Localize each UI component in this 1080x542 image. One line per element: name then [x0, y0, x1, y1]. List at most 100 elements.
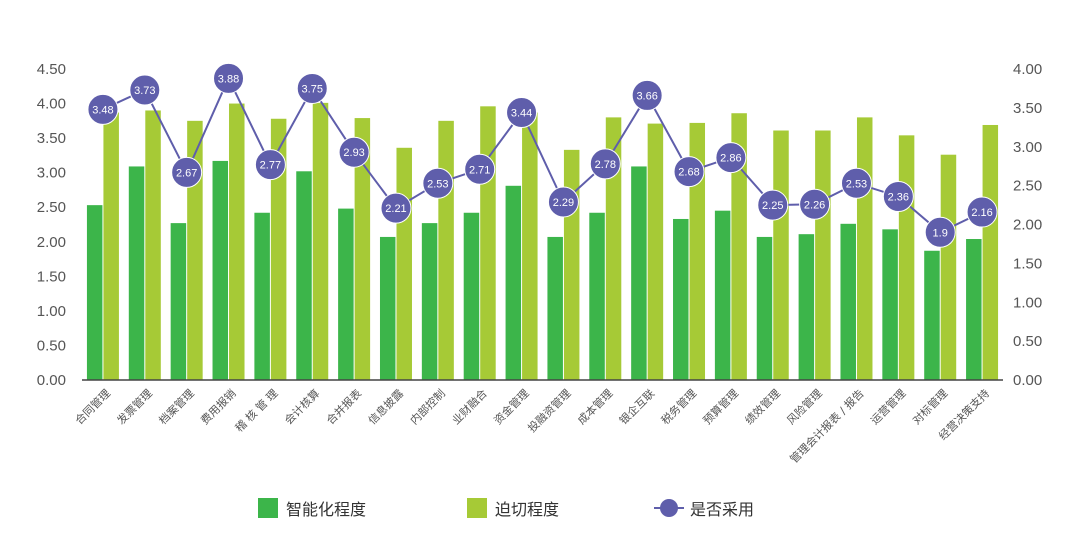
point-adoption: [422, 167, 454, 199]
data-label-adoption: 3.66: [636, 90, 657, 102]
point-adoption: [840, 167, 872, 199]
data-label-adoption: 2.36: [888, 192, 909, 204]
line-adoption: [102, 75, 983, 234]
point-adoption: [924, 216, 956, 248]
bar-urgency: [982, 124, 999, 380]
bar-urgency: [103, 112, 119, 380]
x-tick-label: 银企互联: [616, 386, 657, 427]
legend-item-intelligence: 智能化程度: [258, 496, 366, 520]
y-left-tick-label: 2.50: [37, 199, 66, 216]
point-adoption: [338, 136, 370, 168]
bar-urgency: [605, 117, 622, 380]
y-right-tick-label: 4.00: [1013, 61, 1042, 78]
point-adoption: [296, 72, 328, 104]
legend-line-adoption: [654, 498, 684, 518]
bar-intelligence: [170, 223, 187, 380]
data-label-adoption: 3.44: [511, 108, 532, 120]
legend-label-adoption: 是否采用: [690, 500, 755, 519]
y-right-tick-label: 0.00: [1013, 372, 1042, 389]
bar-intelligence: [463, 212, 480, 380]
x-tick-label: 管理会计报表 / 报告: [787, 386, 867, 466]
x-tick-label: 对标管理: [909, 386, 950, 427]
legend-swatch-intelligence: [258, 498, 278, 518]
x-tick-label: 运营管理: [867, 386, 908, 427]
y-right-tick-label: 2.00: [1013, 217, 1042, 234]
bar-urgency: [354, 118, 371, 381]
x-tick-label: 风险管理: [784, 386, 825, 427]
point-adoption: [966, 196, 998, 228]
bar-urgency: [815, 130, 831, 380]
point-adoption: [129, 74, 161, 106]
x-tick-label: 费用报销: [198, 386, 239, 427]
bar-urgency: [856, 117, 873, 380]
x-tick-label: 税务管理: [658, 386, 699, 427]
y-left-tick-label: 2.00: [37, 234, 66, 251]
y-left-tick-label: 1.50: [37, 268, 66, 285]
legend-item-adoption: 是否采用: [654, 496, 754, 520]
bar-intelligence: [631, 166, 647, 380]
point-adoption: [380, 192, 412, 224]
point-adoption: [757, 189, 789, 221]
x-tick-label: 绩效管理: [742, 386, 783, 427]
bar-intelligence: [296, 171, 312, 380]
x-tick-label: 档案管理: [156, 386, 197, 427]
bar-urgency: [563, 149, 580, 380]
data-label-adoption: 2.53: [846, 178, 867, 190]
x-tick-label: 合并报表: [323, 386, 364, 427]
y-right-tick-label: 1.50: [1013, 255, 1042, 272]
y-left-tick-label: 1.00: [37, 303, 66, 320]
bar-intelligence: [924, 250, 940, 380]
legend-swatch-urgency: [467, 498, 487, 518]
bar-intelligence: [338, 208, 354, 380]
bar-intelligence: [128, 166, 145, 380]
data-label-adoption: 2.78: [595, 159, 616, 171]
data-label-adoption: 2.16: [971, 207, 992, 219]
bar-intelligence: [714, 210, 731, 380]
x-tick-label: 信息披露: [365, 386, 406, 427]
bar-intelligence: [212, 160, 229, 380]
data-label-adoption: 3.88: [218, 73, 239, 85]
x-tick-label: 成本管理: [574, 386, 615, 427]
x-tick-label: 内部控制: [407, 386, 448, 427]
x-tick-label: 合同管理: [72, 386, 113, 427]
data-label-adoption: 2.26: [804, 199, 825, 211]
bar-intelligence: [798, 234, 815, 380]
data-label-adoption: 3.73: [134, 85, 155, 97]
point-adoption: [799, 188, 831, 220]
y-right-tick-label: 1.00: [1013, 294, 1042, 311]
bar-urgency: [438, 120, 454, 380]
data-label-adoption: 1.9: [933, 227, 948, 239]
y-right-tick-label: 3.00: [1013, 139, 1042, 156]
bar-intelligence: [756, 236, 773, 380]
bar-intelligence: [379, 236, 396, 380]
point-adoption: [882, 181, 914, 213]
data-label-adoption: 3.75: [302, 83, 323, 95]
point-adoption: [715, 142, 747, 174]
data-label-adoption: 2.86: [720, 153, 741, 165]
bar-urgency: [229, 103, 245, 381]
x-tick-label: 预算管理: [700, 386, 741, 427]
x-tick-label: 发票管理: [114, 386, 155, 427]
point-adoption: [673, 156, 705, 188]
point-adoption: [589, 148, 621, 180]
point-adoption: [254, 149, 286, 181]
bar-urgency: [689, 122, 706, 380]
y-right-tick-label: 3.50: [1013, 100, 1042, 117]
y-left-tick-label: 3.00: [37, 165, 66, 182]
legend-label-urgency: 迫切程度: [495, 500, 560, 519]
bar-intelligence: [589, 212, 605, 380]
y-left-tick-label: 4.50: [37, 61, 66, 78]
bar-intelligence: [840, 223, 856, 380]
point-adoption: [547, 186, 579, 218]
point-adoption: [87, 93, 119, 125]
point-adoption: [171, 156, 203, 188]
y-left-tick-label: 0.50: [37, 337, 66, 354]
data-label-adoption: 3.48: [92, 104, 113, 116]
bar-urgency: [396, 147, 412, 380]
data-label-adoption: 2.71: [469, 164, 490, 176]
bar-intelligence: [86, 205, 103, 380]
point-adoption: [631, 79, 663, 111]
bar-urgency: [731, 113, 747, 380]
bar-intelligence: [421, 223, 438, 380]
